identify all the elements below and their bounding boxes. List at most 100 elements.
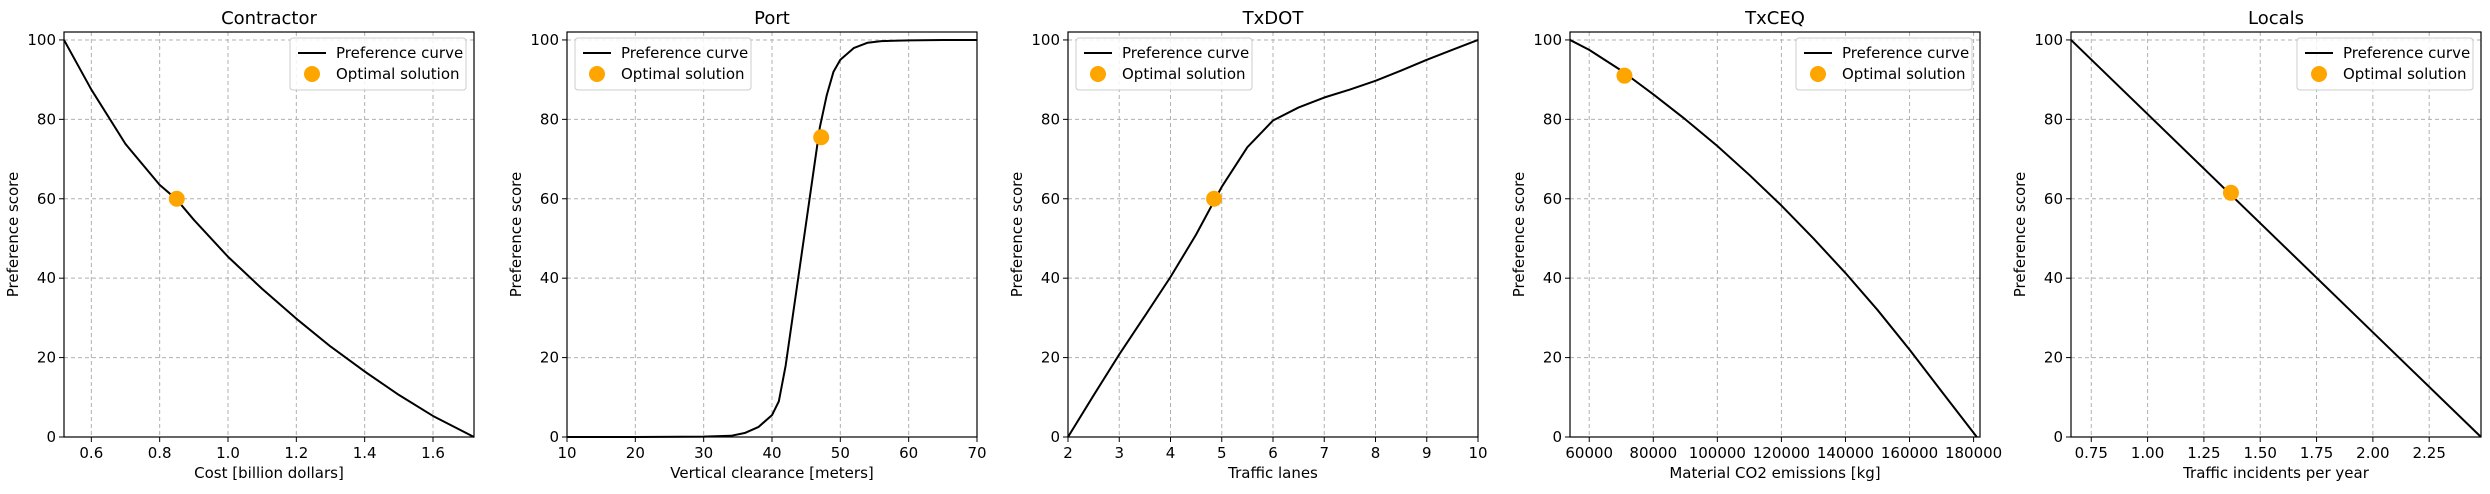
x-tick-label: 1.2: [284, 444, 308, 462]
y-tick-label: 20: [37, 349, 56, 367]
x-tick-label: 4: [1166, 444, 1176, 462]
y-tick-label: 60: [37, 190, 56, 208]
x-tick-label: 50: [831, 444, 850, 462]
legend-box: [2296, 37, 2474, 91]
panel-contractor: 0.6 0.8 1.0 1.2 1.4 1.6 0 20 40 60 80 100 Contractor…: [4, 8, 475, 482]
x-tick-label: 8: [1371, 444, 1381, 462]
optimal-solution-point: [2222, 184, 2239, 201]
x-tick-label: 160000: [1881, 444, 1938, 462]
plot-frame: [1569, 31, 1981, 438]
y-tick-label: 40: [1041, 269, 1060, 287]
x-tick-label: 1.00: [2131, 444, 2164, 462]
x-tick-label: 6: [1268, 444, 1278, 462]
x-tick-label: 0.8: [148, 444, 172, 462]
legend-marker-swatch: [589, 66, 605, 82]
legend-marker-swatch: [1090, 66, 1106, 82]
legend-marker-swatch: [1810, 66, 1826, 82]
y-tick-label: 80: [540, 110, 559, 128]
preference-curve-line: [1067, 39, 1479, 438]
preference-curve-line: [63, 39, 475, 438]
x-tick-label: 10: [1468, 444, 1487, 462]
x-tick-label: 0.6: [79, 444, 103, 462]
x-tick-label: 1.25: [2187, 444, 2220, 462]
y-tick-label: 40: [37, 269, 56, 287]
y-axis-label: Preference score: [1008, 172, 1026, 297]
legend-label-optimal-solution: Optimal solution: [1842, 65, 1966, 83]
panel-title: TxCEQ: [1744, 8, 1805, 29]
legend-box: [1075, 37, 1253, 91]
optimal-solution-point: [813, 129, 830, 146]
legend-label-preference-curve: Preference curve: [1842, 44, 1969, 62]
y-tick-label: 60: [540, 190, 559, 208]
y-tick-label: 100: [530, 31, 559, 49]
x-tick-label: 30: [694, 444, 713, 462]
legend-label-optimal-solution: Optimal solution: [1122, 65, 1246, 83]
x-tick-label: 2.25: [2412, 444, 2445, 462]
legend-box: [1795, 37, 1973, 91]
y-tick-label: 60: [1041, 190, 1060, 208]
x-tick-label: 2.00: [2356, 444, 2389, 462]
x-tick-label: 7: [1319, 444, 1329, 462]
x-tick-label: 20: [626, 444, 645, 462]
plot-frame: [2070, 31, 2482, 438]
y-tick-label: 0: [549, 428, 559, 446]
panel-title: Contractor: [221, 8, 317, 29]
y-tick-label: 80: [1041, 110, 1060, 128]
legend-label-preference-curve: Preference curve: [2343, 44, 2470, 62]
optimal-solution-point: [168, 190, 185, 207]
panel-title: TxDOT: [1242, 8, 1305, 29]
panel-title: Locals: [2248, 8, 2304, 29]
y-tick-label: 20: [1543, 349, 1562, 367]
y-tick-label: 20: [540, 349, 559, 367]
y-tick-label: 100: [1533, 31, 1562, 49]
y-tick-label: 20: [1041, 349, 1060, 367]
optimal-solution-point: [1206, 190, 1223, 207]
y-axis-label: Preference score: [2011, 172, 2029, 297]
x-tick-label: 100000: [1689, 444, 1746, 462]
y-tick-label: 0: [2053, 428, 2063, 446]
x-tick-label: 9: [1422, 444, 1432, 462]
y-axis-label: Preference score: [507, 172, 525, 297]
legend-label-preference-curve: Preference curve: [1122, 44, 1249, 62]
y-tick-label: 100: [1031, 31, 1060, 49]
panel-txceq: 60000 80000 100000 120000 140000 160000 180000…: [1510, 8, 2002, 482]
x-tick-label: 0.75: [2075, 444, 2108, 462]
x-tick-label: 1.0: [216, 444, 240, 462]
optimal-solution-point: [1616, 67, 1633, 84]
legend-label-preference-curve: Preference curve: [336, 44, 463, 62]
y-axis-label: Preference score: [4, 172, 22, 297]
y-tick-label: 40: [2044, 269, 2063, 287]
x-axis-label: Vertical clearance [meters]: [670, 464, 874, 482]
x-tick-label: 120000: [1753, 444, 1810, 462]
x-tick-label: 5: [1217, 444, 1227, 462]
legend-label-optimal-solution: Optimal solution: [2343, 65, 2467, 83]
panel-title: Port: [754, 8, 790, 29]
y-tick-label: 40: [540, 269, 559, 287]
y-tick-label: 0: [1050, 428, 1060, 446]
x-axis-label: Traffic incidents per year: [2182, 464, 2370, 482]
x-tick-label: 60: [899, 444, 918, 462]
legend-box: [574, 37, 752, 91]
preference-curve-line: [1569, 39, 1978, 438]
x-tick-label: 2: [1063, 444, 1073, 462]
panel-port: 10 20 30 40 50 60 70 0 20 40 60 80 100 Port Vertical c…: [507, 8, 987, 482]
x-tick-label: 1.4: [353, 444, 377, 462]
legend-label-optimal-solution: Optimal solution: [336, 65, 460, 83]
legend-marker-swatch: [2311, 66, 2327, 82]
y-tick-label: 60: [2044, 190, 2063, 208]
x-tick-label: 1.75: [2300, 444, 2333, 462]
y-tick-label: 60: [1543, 190, 1562, 208]
x-tick-label: 10: [557, 444, 576, 462]
x-axis-label: Material CO2 emissions [kg]: [1669, 464, 1880, 482]
y-tick-label: 0: [46, 428, 56, 446]
x-tick-label: 3: [1114, 444, 1124, 462]
legend-marker-swatch: [304, 66, 320, 82]
x-tick-label: 70: [967, 444, 986, 462]
y-tick-label: 100: [27, 31, 56, 49]
y-tick-label: 20: [2044, 349, 2063, 367]
x-tick-label: 80000: [1629, 444, 1677, 462]
y-tick-label: 0: [1552, 428, 1562, 446]
